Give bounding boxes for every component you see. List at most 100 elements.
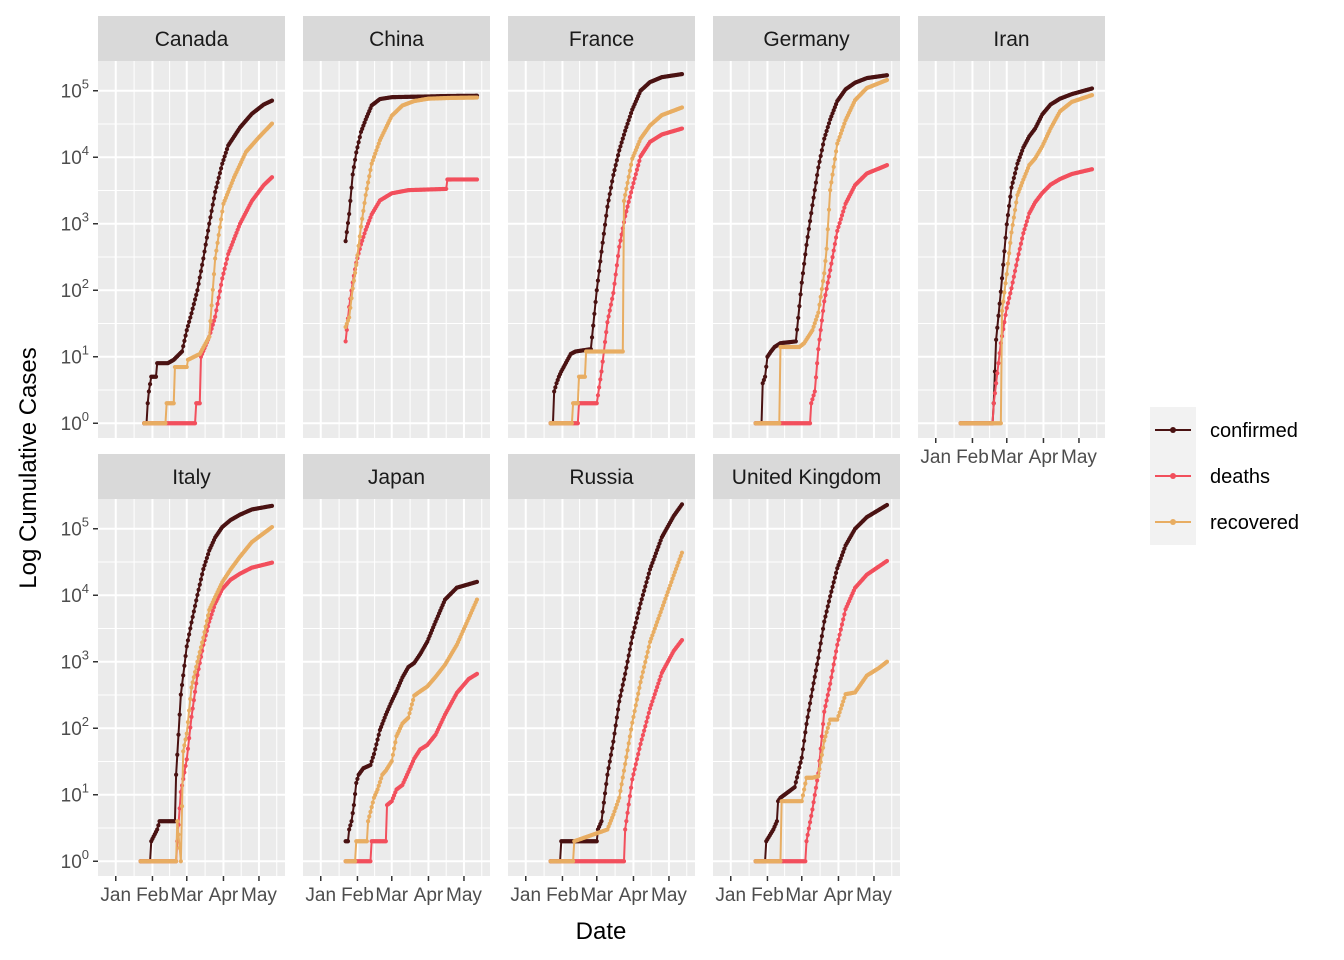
data-point-deaths xyxy=(599,369,604,374)
data-point-confirmed xyxy=(269,98,275,103)
data-point-recovered xyxy=(650,633,655,638)
data-point-confirmed xyxy=(626,653,631,658)
data-point-confirmed xyxy=(1005,213,1011,218)
data-point-recovered xyxy=(623,192,628,198)
series-confirmed xyxy=(343,579,480,844)
data-point-confirmed xyxy=(804,242,809,248)
facet-strip xyxy=(918,16,1105,61)
data-point-confirmed xyxy=(1001,262,1006,267)
series-confirmed xyxy=(142,98,275,426)
data-point-confirmed xyxy=(812,674,817,679)
data-point-deaths xyxy=(842,205,847,210)
data-point-deaths xyxy=(383,839,388,844)
data-point-confirmed xyxy=(798,292,803,297)
data-point-recovered xyxy=(190,680,195,685)
data-point-confirmed xyxy=(1014,166,1019,171)
data-point-confirmed xyxy=(604,781,609,787)
data-point-confirmed xyxy=(223,150,228,155)
data-point-confirmed xyxy=(817,648,822,653)
data-point-confirmed xyxy=(349,185,354,190)
data-point-confirmed xyxy=(201,256,206,261)
data-point-deaths xyxy=(195,672,200,678)
data-point-confirmed xyxy=(809,694,814,699)
data-point-deaths xyxy=(833,649,839,654)
data-point-recovered xyxy=(368,167,373,173)
facet-panel-russia: Russia xyxy=(508,454,695,876)
data-point-deaths xyxy=(813,785,819,790)
data-point-confirmed xyxy=(188,315,193,320)
data-point-deaths xyxy=(624,819,629,824)
data-point-recovered xyxy=(183,737,188,742)
data-point-confirmed xyxy=(824,128,829,134)
data-point-deaths xyxy=(621,859,627,864)
data-point-recovered xyxy=(823,258,828,264)
data-point-deaths xyxy=(806,826,811,831)
data-point-confirmed xyxy=(796,315,801,321)
data-point-recovered xyxy=(410,697,416,703)
data-point-confirmed xyxy=(354,150,359,155)
data-point-deaths xyxy=(628,190,634,195)
data-point-confirmed xyxy=(606,198,611,203)
data-point-deaths xyxy=(1012,268,1018,274)
x-tick-label: Feb xyxy=(956,447,989,468)
data-point-recovered xyxy=(178,859,183,864)
data-point-confirmed xyxy=(835,566,840,571)
data-point-deaths xyxy=(197,401,202,406)
data-point-recovered xyxy=(637,685,642,691)
data-point-confirmed xyxy=(826,121,832,126)
y-axis-title: Log Cumulative Cases xyxy=(15,347,42,588)
data-point-confirmed xyxy=(815,662,820,667)
data-point-confirmed xyxy=(216,175,221,180)
data-point-deaths xyxy=(647,706,653,711)
x-tick-label: Feb xyxy=(341,885,374,906)
series-recovered xyxy=(548,105,685,426)
data-point-deaths xyxy=(812,389,817,394)
data-point-recovered xyxy=(837,710,842,715)
data-point-confirmed xyxy=(194,292,199,297)
data-point-confirmed xyxy=(602,222,608,227)
data-point-deaths xyxy=(474,177,480,182)
data-point-recovered xyxy=(621,198,627,204)
data-point-confirmed xyxy=(793,339,798,344)
data-point-confirmed xyxy=(811,195,816,200)
data-point-confirmed xyxy=(269,503,275,508)
data-point-deaths xyxy=(188,725,193,730)
data-point-confirmed xyxy=(594,839,599,844)
data-point-recovered xyxy=(175,819,180,824)
data-point-deaths xyxy=(838,627,843,632)
data-point-confirmed xyxy=(191,609,196,614)
data-point-confirmed xyxy=(184,644,189,649)
data-point-confirmed xyxy=(1018,151,1024,157)
data-point-deaths xyxy=(839,213,845,218)
data-point-recovered xyxy=(1012,207,1018,213)
data-point-confirmed xyxy=(800,747,806,752)
data-point-deaths xyxy=(831,662,836,667)
data-point-recovered xyxy=(373,151,378,156)
data-point-recovered xyxy=(838,706,843,711)
data-point-recovered xyxy=(350,286,355,291)
data-point-confirmed xyxy=(192,297,198,302)
data-point-confirmed xyxy=(352,791,358,797)
data-point-confirmed xyxy=(619,688,624,693)
series-recovered xyxy=(753,77,890,426)
data-point-confirmed xyxy=(179,349,185,354)
data-point-confirmed xyxy=(644,580,649,585)
data-point-confirmed xyxy=(606,766,611,771)
data-point-recovered xyxy=(634,697,640,702)
data-point-recovered xyxy=(831,164,836,170)
data-point-confirmed xyxy=(153,374,159,379)
data-point-recovered xyxy=(377,780,383,785)
data-point-confirmed xyxy=(805,234,810,240)
data-point-confirmed xyxy=(555,377,560,383)
data-point-deaths xyxy=(816,347,821,352)
data-point-recovered xyxy=(618,788,623,794)
gridlines xyxy=(713,61,900,438)
data-point-deaths xyxy=(444,186,449,191)
data-point-confirmed xyxy=(803,252,808,257)
data-point-confirmed xyxy=(1008,194,1013,199)
data-point-recovered xyxy=(636,691,641,696)
data-point-recovered xyxy=(665,590,670,595)
series-recovered xyxy=(548,550,685,864)
data-point-confirmed xyxy=(184,328,189,333)
